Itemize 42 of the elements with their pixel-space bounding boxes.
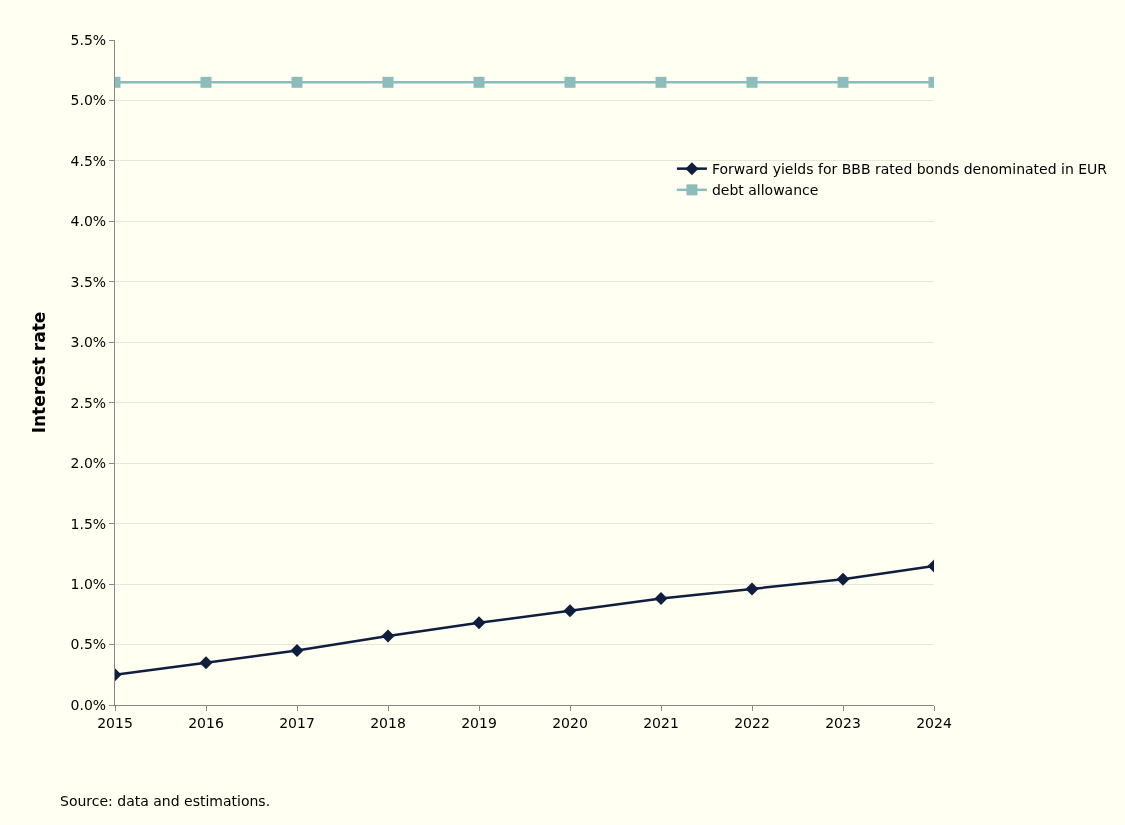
point: [291, 76, 303, 88]
point: [473, 76, 485, 88]
y-tick-label: 1.5%: [70, 515, 107, 532]
source-note: Source: data and estimations.: [60, 793, 271, 809]
point: [472, 616, 486, 630]
point: [745, 582, 759, 596]
y-tick-label: 4.0%: [70, 213, 107, 230]
point: [199, 656, 213, 670]
legend-label: Forward yields for BBB rated bonds denominated in EUR: [711, 161, 1108, 178]
legend-label: debt allowance: [711, 182, 819, 199]
y-tick-label: 3.0%: [70, 334, 107, 351]
point: [382, 76, 394, 88]
x-tick-label: 2021: [643, 714, 679, 731]
x-tick-label: 2020: [552, 714, 588, 731]
point: [564, 76, 576, 88]
y-tick-label: 0.5%: [70, 636, 107, 653]
x-tick-label: 2015: [97, 714, 133, 731]
x-tick-label: 2019: [461, 714, 497, 731]
x-tick-label: 2022: [734, 714, 770, 731]
x-tick-label: 2018: [370, 714, 406, 731]
point: [563, 604, 577, 618]
x-tick-label: 2016: [188, 714, 224, 731]
x-tick-label: 2024: [916, 714, 952, 731]
x-tick-label: 2017: [279, 714, 315, 731]
y-tick-label: 5.0%: [70, 92, 107, 109]
y-tick-label: 3.5%: [70, 273, 107, 290]
point: [655, 76, 667, 88]
y-axis-title: Interest rate: [29, 311, 50, 434]
y-tick-label: 5.5%: [70, 31, 107, 48]
point: [381, 629, 395, 643]
y-tick-label: 2.5%: [70, 394, 107, 411]
point: [746, 76, 758, 88]
y-tick-label: 4.5%: [70, 152, 107, 169]
point: [200, 76, 212, 88]
x-tick-label: 2023: [825, 714, 861, 731]
point: [654, 592, 668, 606]
y-tick-label: 2.0%: [70, 455, 107, 472]
y-tick-label: 1.0%: [70, 575, 107, 592]
point: [836, 572, 850, 586]
y-tick-label: 0.0%: [70, 696, 107, 713]
point: [290, 644, 304, 658]
point: [837, 76, 849, 88]
